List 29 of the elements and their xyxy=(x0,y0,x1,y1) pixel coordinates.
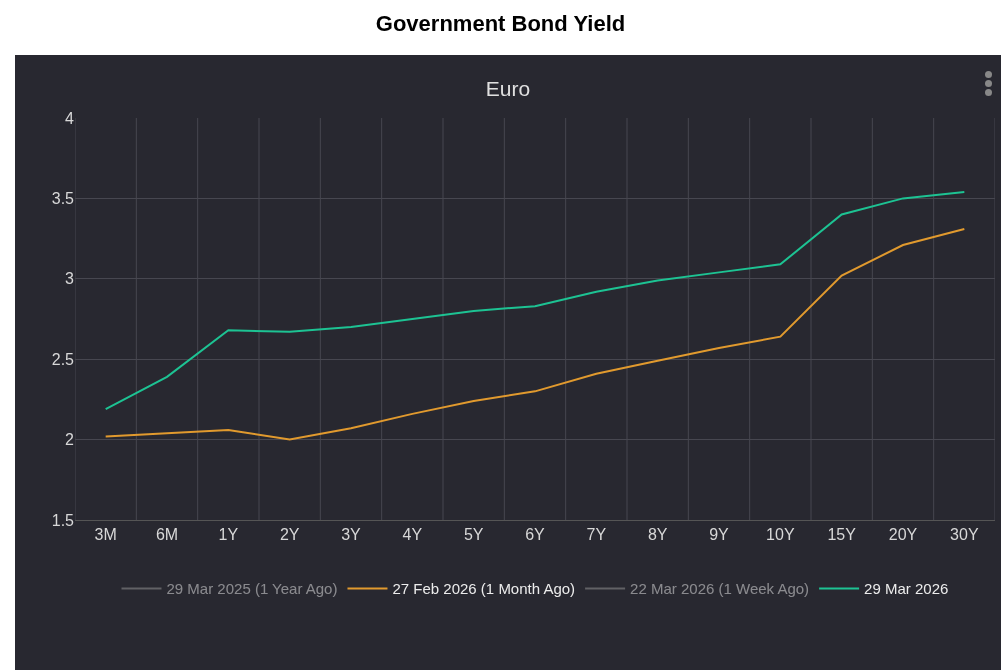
x-tick-label: 5Y xyxy=(463,526,484,544)
chart-subtitle: Euro xyxy=(485,77,531,101)
x-tick-label: 30Y xyxy=(950,526,979,544)
x-tick-label: 20Y xyxy=(888,526,918,544)
x-tick-label: 8Y xyxy=(647,526,668,544)
x-tick-label: 6Y xyxy=(525,526,546,544)
x-tick-label: 7Y xyxy=(586,526,607,544)
legend-label: 22 Mar 2026 (1 Week Ago) xyxy=(630,580,810,598)
legend-label: 27 Feb 2026 (1 Month Ago) xyxy=(392,580,576,598)
line-series xyxy=(104,227,966,441)
x-tick-label: 2Y xyxy=(279,526,300,544)
y-tick-label: 1.5 xyxy=(51,511,75,529)
y-tick-label: 2 xyxy=(65,431,75,449)
chart-title: Government Bond Yield xyxy=(374,10,627,38)
y-tick-label: 2.5 xyxy=(51,350,75,368)
x-tick-label: 3Y xyxy=(341,526,362,544)
x-tick-label: 1Y xyxy=(218,526,239,544)
x-tick-label: 3M xyxy=(94,526,117,544)
legend-label: 29 Mar 2026 xyxy=(864,580,949,598)
legend-label: 29 Mar 2025 (1 Year Ago) xyxy=(166,580,338,598)
y-tick-label: 4 xyxy=(65,109,75,127)
x-tick-label: 6M xyxy=(155,526,179,544)
y-tick-label: 3 xyxy=(65,270,75,288)
x-tick-label: 10Y xyxy=(766,526,795,544)
x-tick-label: 15Y xyxy=(827,526,857,544)
x-tick-label: 9Y xyxy=(709,526,730,544)
y-tick-label: 3.5 xyxy=(51,190,75,207)
x-tick-label: 4Y xyxy=(402,526,423,544)
line-series xyxy=(104,190,966,411)
